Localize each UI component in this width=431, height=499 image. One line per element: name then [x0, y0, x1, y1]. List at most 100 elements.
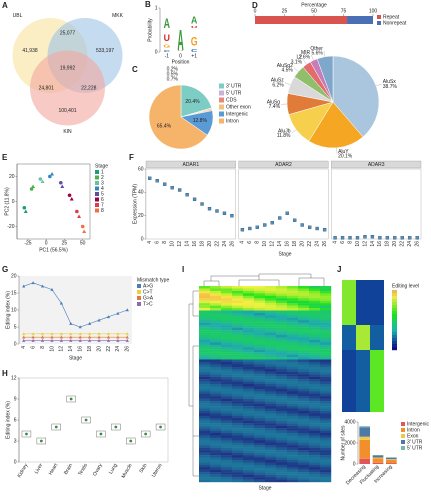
legend-gradient — [392, 320, 397, 324]
heat-cell — [320, 295, 332, 299]
heat-cell — [210, 418, 222, 421]
heat-cell — [210, 406, 222, 409]
point — [50, 287, 54, 291]
heat-cell — [320, 406, 332, 409]
heat-cell — [254, 366, 266, 370]
legend-swatch — [95, 186, 99, 191]
heat-cell — [243, 315, 255, 319]
heat-cell — [199, 364, 211, 368]
point — [215, 209, 219, 213]
heat-cell — [232, 452, 244, 456]
heat-cell — [320, 396, 332, 399]
y-tick-label: 1 — [155, 5, 158, 11]
heat-cell — [309, 295, 321, 299]
heat-cell — [298, 344, 310, 348]
heat-cell — [243, 435, 255, 439]
point — [54, 425, 58, 429]
point — [31, 281, 35, 285]
heat-cell — [320, 455, 332, 458]
heat-cell — [210, 322, 222, 326]
heat-cell — [276, 398, 288, 402]
heat-cell — [254, 388, 266, 392]
point — [293, 218, 297, 222]
x-tick-label: 18 — [199, 241, 205, 247]
heat-cell — [210, 366, 222, 370]
heat-cell — [221, 447, 233, 451]
point — [78, 335, 82, 339]
heat-cell — [309, 408, 321, 412]
heat-cell — [298, 408, 310, 412]
heat-cell — [287, 303, 299, 306]
point — [200, 202, 204, 206]
heat-cell — [221, 288, 233, 292]
x-tick-label: +1 — [191, 53, 197, 59]
heat-cell — [254, 452, 266, 456]
bar-segment — [359, 436, 370, 440]
heat-cell — [298, 322, 310, 326]
heat-cell — [287, 450, 299, 453]
heat-cell — [309, 303, 321, 306]
heat-cell — [210, 305, 222, 309]
heat-cell — [199, 300, 211, 304]
heat-cell — [232, 410, 244, 414]
heat-cell — [298, 379, 310, 382]
heat-cell — [309, 437, 321, 441]
panel-letter: D — [252, 1, 258, 10]
legend-label: 5' UTR — [407, 445, 423, 451]
facet-strip — [331, 160, 422, 169]
heat-block — [342, 325, 356, 350]
heat-cell — [276, 303, 288, 306]
heat-cell — [309, 457, 321, 461]
heat-cell — [298, 406, 310, 409]
bar-segment — [359, 458, 370, 464]
point — [363, 235, 367, 239]
heat-cell — [210, 369, 222, 372]
heat-cell — [254, 322, 266, 326]
heat-cell — [232, 322, 244, 326]
legend-gradient — [392, 311, 397, 315]
heat-cell — [276, 464, 288, 468]
legend-swatch — [137, 296, 141, 300]
heat-cell — [287, 425, 299, 429]
heat-cell — [276, 430, 288, 434]
heat-cell — [243, 479, 255, 483]
heat-cell — [265, 388, 277, 392]
heat-cell — [254, 347, 266, 350]
heat-cell — [276, 455, 288, 458]
heat-cell — [232, 312, 244, 316]
x-tick-label: Liver — [34, 462, 45, 475]
heat-cell — [254, 430, 266, 434]
x-tick-label: 6 — [30, 346, 36, 349]
heat-cell — [199, 335, 211, 338]
legend-label: Exon — [407, 433, 419, 439]
heat-cell — [232, 298, 244, 301]
legend-gradient — [392, 347, 397, 351]
y-tick-label: 9 — [14, 396, 17, 402]
logo-letter: C — [191, 49, 197, 54]
heat-cell — [309, 344, 321, 348]
heat-cell — [254, 371, 266, 375]
heat-cell — [309, 384, 321, 387]
heat-cell — [232, 384, 244, 387]
heat-cell — [265, 381, 277, 385]
point — [248, 226, 252, 231]
heat-cell — [265, 366, 277, 370]
slice-name: AluY — [338, 149, 349, 155]
bar-segment — [359, 426, 370, 428]
point — [263, 223, 267, 227]
x-tick-label: Uterus — [151, 462, 164, 478]
heat-cell — [221, 462, 233, 466]
legend-gradient — [392, 305, 397, 309]
heat-cell — [309, 337, 321, 341]
heat-cell — [243, 393, 255, 397]
heat-cell — [265, 472, 277, 475]
heat-cell — [265, 359, 277, 363]
heat-cell — [309, 364, 321, 368]
heat-cell — [287, 337, 299, 341]
heat-cell — [210, 347, 222, 350]
heat-cell — [287, 440, 299, 443]
heat-cell — [265, 418, 277, 421]
heat-cell — [232, 423, 244, 426]
heat-cell — [309, 420, 321, 424]
heat-cell — [298, 403, 310, 407]
